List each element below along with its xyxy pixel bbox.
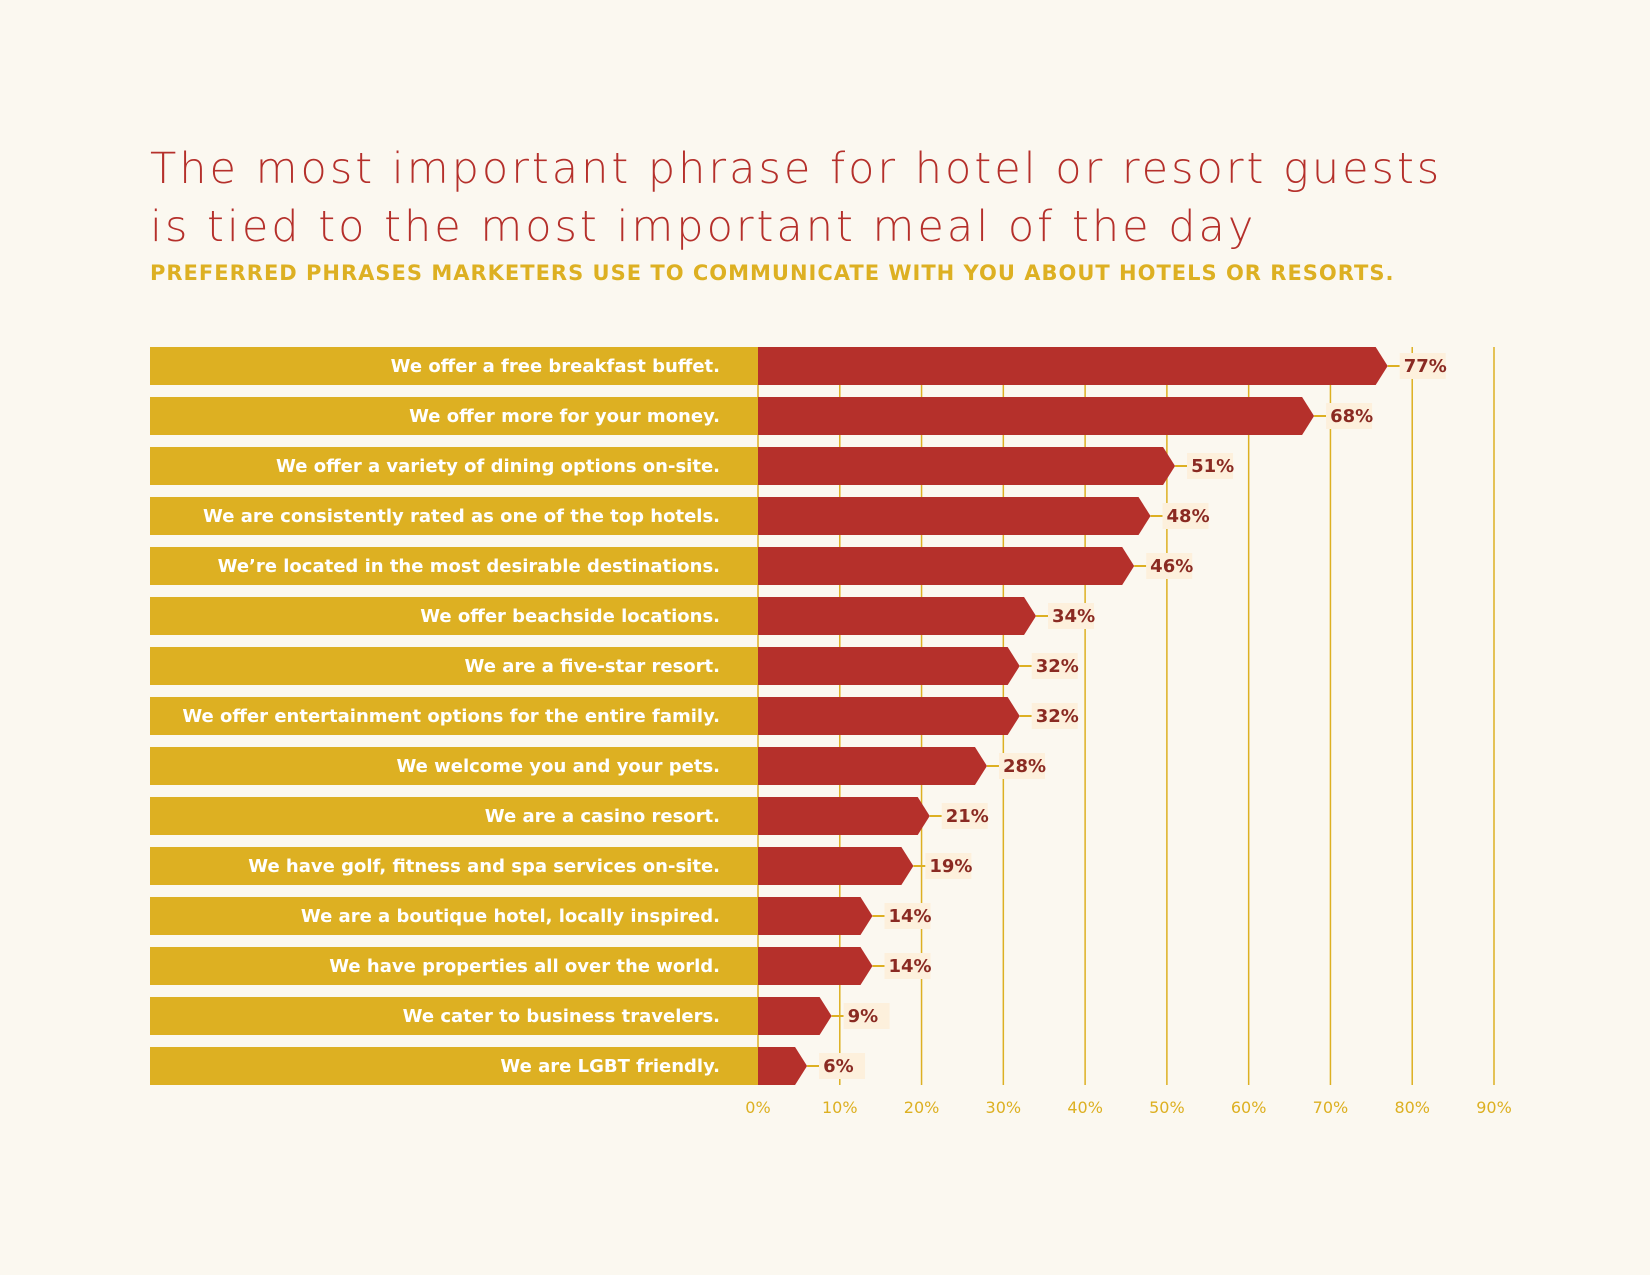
- category-label: We offer beachside locations.: [420, 606, 720, 627]
- category-label: We have golf, fitness and spa services o…: [248, 856, 720, 877]
- row-label-bar: [150, 997, 758, 1035]
- value-bar: [758, 797, 930, 835]
- value-label-bg: [1326, 403, 1373, 429]
- value-label-bg: [819, 1053, 866, 1079]
- x-tick-label: 40%: [1067, 1098, 1103, 1117]
- value-label: 14%: [888, 906, 931, 927]
- value-label: 46%: [1150, 556, 1193, 577]
- chart-title-line-1: The most important phrase for hotel or r…: [150, 144, 1443, 194]
- value-label: 77%: [1404, 356, 1447, 377]
- row-label-bar: [150, 597, 758, 635]
- value-label-bg: [1162, 503, 1209, 529]
- category-label: We are a casino resort.: [485, 806, 720, 827]
- row-label-bar: [150, 497, 758, 535]
- category-label: We offer entertainment options for the e…: [182, 706, 720, 727]
- x-tick-label: 0%: [745, 1098, 770, 1117]
- value-bar: [758, 897, 873, 935]
- chart-title: The most important phrase for hotel or r…: [150, 140, 1550, 256]
- row-label-bar: [150, 397, 758, 435]
- value-label-bg: [998, 753, 1045, 779]
- row-label-bar: [150, 1047, 758, 1085]
- value-bar: [758, 347, 1388, 385]
- row-label-bar: [150, 547, 758, 585]
- value-bar: [758, 547, 1135, 585]
- category-label: We offer more for your money.: [409, 406, 720, 427]
- row-label-bar: [150, 647, 758, 685]
- x-tick-label: 70%: [1313, 1098, 1349, 1117]
- category-label: We’re located in the most desirable dest…: [218, 556, 720, 577]
- category-label: We are a boutique hotel, locally inspire…: [301, 906, 720, 927]
- row-label-bar: [150, 347, 758, 385]
- x-tick-label: 90%: [1476, 1098, 1512, 1117]
- value-label-bg: [884, 953, 931, 979]
- row-label-bar: [150, 747, 758, 785]
- value-label-bg: [1146, 553, 1193, 579]
- category-label: We offer a variety of dining options on-…: [276, 456, 720, 477]
- row-label-bar: [150, 897, 758, 935]
- row-label-bar: [150, 847, 758, 885]
- value-label: 51%: [1191, 456, 1234, 477]
- x-tick-label: 50%: [1149, 1098, 1185, 1117]
- value-bar: [758, 497, 1151, 535]
- value-label: 6%: [823, 1056, 854, 1077]
- category-label: We are consistently rated as one of the …: [203, 506, 720, 527]
- value-label: 68%: [1330, 406, 1373, 427]
- value-label-bg: [843, 1003, 890, 1029]
- x-tick-label: 60%: [1231, 1098, 1267, 1117]
- value-bar: [758, 397, 1315, 435]
- value-bar: [758, 747, 987, 785]
- value-label: 48%: [1167, 506, 1210, 527]
- value-label-bg: [884, 903, 931, 929]
- value-label-bg: [941, 803, 988, 829]
- value-label: 34%: [1052, 606, 1095, 627]
- value-label-bg: [1399, 353, 1446, 379]
- value-bar: [758, 697, 1020, 735]
- row-label-bar: [150, 797, 758, 835]
- value-bar: [758, 647, 1020, 685]
- x-tick-label: 80%: [1394, 1098, 1430, 1117]
- value-label-bg: [1187, 453, 1234, 479]
- category-label: We offer a free breakfast buffet.: [391, 356, 720, 377]
- value-label-bg: [1031, 703, 1078, 729]
- value-label-bg: [1048, 603, 1095, 629]
- chart-title-line-2: is tied to the most important meal of th…: [150, 202, 1257, 252]
- category-label: We welcome you and your pets.: [396, 756, 720, 777]
- value-bar: [758, 997, 832, 1035]
- row-label-bar: [150, 947, 758, 985]
- value-bar: [758, 447, 1176, 485]
- category-label: We are a five-star resort.: [465, 656, 720, 677]
- row-label-bar: [150, 447, 758, 485]
- value-label: 32%: [1036, 706, 1079, 727]
- value-label: 32%: [1036, 656, 1079, 677]
- x-tick-label: 10%: [822, 1098, 858, 1117]
- x-tick-label: 20%: [904, 1098, 940, 1117]
- value-label: 14%: [888, 956, 931, 977]
- category-label: We have properties all over the world.: [329, 956, 720, 977]
- value-label-bg: [925, 853, 972, 879]
- value-label: 21%: [946, 806, 989, 827]
- chart-subtitle: PREFERRED PHRASES MARKETERS USE TO COMMU…: [150, 261, 1395, 285]
- x-tick-label: 30%: [986, 1098, 1022, 1117]
- value-label-bg: [1031, 653, 1078, 679]
- category-label: We are LGBT friendly.: [500, 1056, 720, 1077]
- value-bar: [758, 847, 914, 885]
- value-label: 9%: [848, 1006, 879, 1027]
- value-label: 19%: [929, 856, 972, 877]
- value-bar: [758, 597, 1037, 635]
- value-label: 28%: [1003, 756, 1046, 777]
- value-bar: [758, 1047, 808, 1085]
- value-bar: [758, 947, 873, 985]
- row-label-bar: [150, 697, 758, 735]
- category-label: We cater to business travelers.: [403, 1006, 720, 1027]
